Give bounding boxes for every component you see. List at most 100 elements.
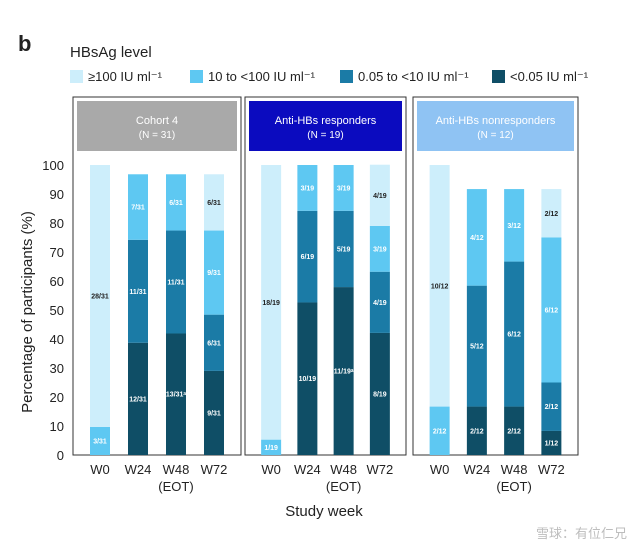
y-tick-label: 80 bbox=[50, 216, 64, 231]
bar-segment bbox=[429, 165, 450, 407]
y-tick-label: 10 bbox=[50, 419, 64, 434]
data-label: 2/12 bbox=[545, 211, 559, 218]
x-tick-label: W72 bbox=[201, 462, 228, 477]
x-tick-label: W48 bbox=[501, 462, 528, 477]
panel-label: b bbox=[18, 31, 31, 56]
legend-title: HBsAg level bbox=[70, 44, 152, 61]
y-axis-label: Percentage of participants (%) bbox=[19, 211, 36, 413]
data-label: 2/12 bbox=[433, 428, 447, 435]
bar-segment bbox=[429, 406, 450, 455]
y-tick-label: 100 bbox=[42, 158, 64, 173]
legend-label-2: 0.05 to <10 IU ml⁻¹ bbox=[358, 69, 469, 84]
x-tick-sublabel: (EOT) bbox=[158, 479, 193, 494]
bar-segment bbox=[166, 230, 186, 334]
data-label: 3/12 bbox=[507, 223, 521, 230]
bar-segment bbox=[128, 342, 148, 455]
data-label: 7/31 bbox=[131, 205, 145, 212]
panel-border bbox=[72, 96, 242, 456]
data-label: 13/31ᵃ bbox=[166, 392, 187, 399]
data-label: 1/12 bbox=[545, 440, 559, 447]
x-tick-label: W72 bbox=[367, 462, 394, 477]
data-label: 6/19 bbox=[301, 254, 315, 261]
data-label: 4/19 bbox=[373, 300, 387, 307]
data-label: 5/19 bbox=[337, 246, 351, 253]
y-tick-label: 60 bbox=[50, 274, 64, 289]
data-label: 11/31 bbox=[129, 289, 146, 296]
bar-segment bbox=[261, 165, 282, 440]
panel-0: Cohort 4 (N = 31) 3/31 28/31 W0 12/31 11/31 7/3… bbox=[72, 96, 242, 494]
bar-segment bbox=[297, 210, 318, 303]
legend-swatch-3 bbox=[492, 70, 505, 83]
bar-segment bbox=[90, 426, 110, 455]
data-label: 5/12 bbox=[470, 344, 484, 351]
bar-segment bbox=[504, 261, 525, 407]
data-label: 3/19 bbox=[373, 246, 387, 253]
data-label: 11/31 bbox=[167, 280, 184, 287]
x-tick-label: W0 bbox=[90, 462, 110, 477]
y-tick-label: 0 bbox=[57, 448, 64, 463]
data-label: 2/12 bbox=[507, 428, 521, 435]
data-label: 9/31 bbox=[207, 410, 221, 417]
bar-segment bbox=[504, 189, 525, 262]
panel-title: Cohort 4 bbox=[136, 115, 178, 127]
bar-segment bbox=[297, 302, 318, 455]
data-label: 4/12 bbox=[470, 235, 484, 242]
panel-subtitle: (N = 12) bbox=[477, 130, 513, 141]
data-label: 12/31 bbox=[129, 396, 147, 403]
bar-segment bbox=[369, 225, 390, 272]
x-tick-sublabel: (EOT) bbox=[326, 479, 361, 494]
bar-segment bbox=[369, 271, 390, 333]
chart-panels: Cohort 4 (N = 31) 3/31 28/31 W0 12/31 11/31 7/3… bbox=[72, 96, 579, 494]
bar-segment bbox=[541, 237, 562, 383]
data-label: 6/31 bbox=[207, 340, 221, 347]
watermark: 雪球：有位仁兄 bbox=[536, 527, 627, 542]
bar-segment bbox=[466, 406, 487, 455]
bar-segment bbox=[261, 439, 282, 455]
panel-border bbox=[412, 96, 579, 456]
x-tick-sublabel: (EOT) bbox=[496, 479, 531, 494]
bar-segment bbox=[541, 189, 562, 238]
panel-header bbox=[417, 101, 574, 151]
bar-segment bbox=[297, 165, 318, 211]
bar-segment bbox=[166, 333, 186, 455]
bar-segment bbox=[128, 239, 148, 343]
bar-segment bbox=[333, 210, 354, 288]
panel-header bbox=[77, 101, 237, 151]
panel-1: Anti-HBs responders (N = 19) 1/19 18/19 W0 10… bbox=[244, 96, 407, 494]
legend-swatch-0 bbox=[70, 70, 83, 83]
bar-segment bbox=[369, 164, 390, 226]
bar-segment bbox=[90, 165, 110, 427]
legend-label-0: ≥100 IU ml⁻¹ bbox=[88, 69, 163, 84]
bar-segment bbox=[541, 430, 562, 455]
bar-segment bbox=[204, 230, 224, 315]
y-tick-label: 40 bbox=[50, 332, 64, 347]
data-label: 6/31 bbox=[207, 200, 221, 207]
data-label: 10/12 bbox=[431, 283, 449, 290]
bar-segment bbox=[333, 165, 354, 211]
data-label: 6/12 bbox=[507, 332, 521, 339]
x-tick-label: W48 bbox=[163, 462, 190, 477]
data-label: 4/19 bbox=[373, 193, 387, 200]
x-tick-label: W24 bbox=[464, 462, 491, 477]
bar-segment bbox=[504, 406, 525, 455]
y-tick-label: 50 bbox=[50, 303, 64, 318]
y-tick-label: 20 bbox=[50, 390, 64, 405]
data-label: 8/19 bbox=[373, 391, 387, 398]
x-tick-label: W0 bbox=[430, 462, 450, 477]
data-label: 18/19 bbox=[262, 300, 280, 307]
y-axis: 0 10 20 30 40 50 60 70 80 90 100 bbox=[42, 158, 64, 463]
panel-border bbox=[244, 96, 407, 456]
data-label: 28/31 bbox=[91, 293, 109, 300]
y-tick-label: 30 bbox=[50, 361, 64, 376]
data-label: 11/19ᵃ bbox=[334, 369, 354, 376]
bar-segment bbox=[466, 285, 487, 407]
data-label: 1/19 bbox=[264, 445, 278, 452]
x-tick-label: W24 bbox=[125, 462, 152, 477]
legend: ≥100 IU ml⁻¹ 10 to <100 IU ml⁻¹ 0.05 to <1… bbox=[70, 69, 589, 84]
x-axis-label: Study week bbox=[285, 503, 363, 520]
bar-segment bbox=[204, 174, 224, 231]
legend-label-3: <0.05 IU ml⁻¹ bbox=[510, 69, 589, 84]
panel-2: Anti-HBs nonresponders (N = 12) 2/12 10/12 W… bbox=[412, 96, 579, 494]
